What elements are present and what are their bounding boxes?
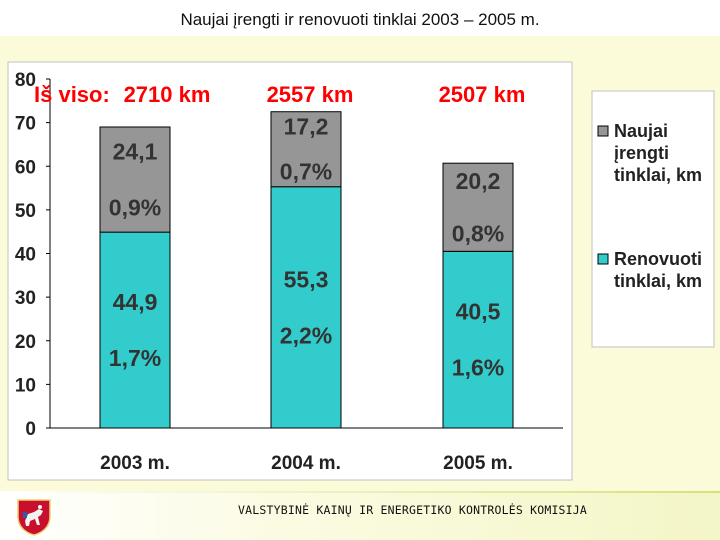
y-tick-label: 10 [15, 375, 36, 396]
legend-label-line: tinklai, km [614, 165, 702, 185]
x-category-label: 2004 m. [271, 453, 341, 474]
x-category-label: 2003 m. [100, 453, 170, 474]
x-category-label: 2005 m. [443, 453, 513, 474]
bar-percent-label: 1,6% [452, 355, 504, 381]
bar-value-label: 40,5 [456, 299, 501, 325]
agency-name: VALSTYBINĖ KAINŲ IR ENERGETIKO KONTROLĖS… [238, 503, 588, 517]
bar-new [270, 111, 342, 188]
bar-new [442, 162, 514, 252]
bar-renovated [99, 231, 171, 429]
bar-percent-label: 2,2% [280, 322, 332, 348]
bar-value-label: 55,3 [284, 266, 329, 292]
bar-percent-label: 0,8% [452, 221, 504, 247]
y-tick-label: 0 [25, 419, 36, 440]
y-tick-label: 40 [15, 245, 36, 266]
bar-new [99, 126, 171, 233]
y-tick-label: 60 [15, 157, 36, 178]
legend-box [591, 90, 715, 348]
y-tick-label: 20 [15, 332, 36, 353]
y-tick-label: 80 [15, 70, 36, 91]
bar-value-label: 44,9 [113, 289, 158, 315]
slide-title: Naujai įrengti ir renovuoti tinklai 2003… [180, 10, 540, 29]
legend-label-line: tinklai, km [614, 271, 702, 291]
legend-label-line: Naujai [614, 121, 668, 141]
bar-value-label: 20,2 [456, 168, 501, 194]
y-tick-label: 50 [15, 201, 36, 222]
bar-renovated [442, 250, 514, 429]
bar-percent-label: 0,9% [109, 195, 161, 221]
y-tick-label: 30 [15, 288, 36, 309]
footer-band [0, 491, 720, 540]
total-label: 2557 km [267, 82, 354, 107]
bar-percent-label: 1,7% [109, 345, 161, 371]
total-label: 2710 km [124, 82, 211, 107]
legend-label: Naujai įrengti tinklai, km [614, 121, 702, 185]
total-label: 2507 km [439, 82, 526, 107]
legend-label-line: įrengti [614, 143, 669, 163]
legend-label-line: Renovuoti [614, 249, 702, 269]
total-prefix-label: Iš viso: [34, 82, 110, 107]
legend-swatch [597, 253, 609, 265]
bar-value-label: 17,2 [284, 114, 329, 140]
legend-swatch [597, 125, 609, 137]
bar-value-label: 24,1 [113, 139, 158, 165]
legend-label: Renovuoti tinklai, km [614, 249, 702, 291]
y-tick-label: 70 [15, 114, 36, 135]
plot-area: 0 10 20 30 40 50 60 70 80 44,9 1,7% 24,1 0,9% 2003 m.… [7, 61, 573, 481]
footer-divider [0, 491, 720, 493]
bar-renovated [270, 186, 342, 429]
bar-percent-label: 0,7% [280, 159, 332, 185]
coat-of-arms-icon [17, 499, 51, 536]
